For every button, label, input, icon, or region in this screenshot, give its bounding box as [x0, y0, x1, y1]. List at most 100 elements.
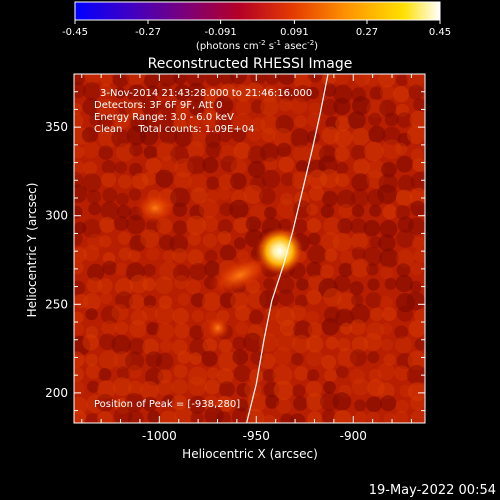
texture-cell — [205, 132, 221, 149]
texture-cell — [162, 250, 175, 263]
texture-cell — [74, 205, 83, 219]
texture-cell — [145, 351, 163, 368]
texture-cell — [366, 396, 382, 413]
texture-cell — [127, 364, 142, 379]
footer-date: 19-May-2022 00:54 — [369, 483, 496, 498]
texture-cell — [260, 143, 279, 162]
texture-cell — [236, 383, 251, 398]
texture-cell — [305, 310, 320, 325]
texture-cell — [84, 74, 102, 84]
texture-cell — [118, 247, 132, 261]
texture-cell — [349, 319, 366, 336]
texture-cell — [157, 74, 178, 87]
texture-cell — [177, 350, 191, 364]
texture-cell — [187, 232, 201, 246]
texture-cell — [175, 103, 191, 118]
texture-cell — [247, 128, 262, 142]
texture-cell — [395, 274, 413, 293]
texture-cell — [264, 206, 277, 220]
texture-cell — [129, 234, 147, 252]
texture-cell — [215, 114, 232, 131]
texture-cell — [265, 394, 280, 409]
texture-cell — [217, 219, 233, 235]
texture-cell — [323, 381, 336, 394]
texture-cell — [96, 98, 116, 119]
texture-cell — [217, 187, 231, 201]
texture-cell — [382, 204, 398, 220]
texture-cell — [277, 289, 295, 306]
texture-cell — [259, 353, 276, 369]
texture-cell — [219, 144, 237, 163]
annotations: 3-Nov-2014 21:43:28.000 to 21:46:16.000 … — [94, 88, 312, 410]
texture-cell — [275, 332, 296, 352]
texture-cell — [129, 143, 143, 157]
texture-cell — [248, 160, 265, 178]
texture-cell — [219, 292, 236, 309]
texture-cell — [188, 366, 208, 386]
colorbar-strip — [74, 1, 441, 21]
texture-cell — [413, 248, 425, 263]
texture-cell — [187, 82, 207, 102]
texture-cell — [74, 159, 85, 176]
texture-cell — [292, 219, 308, 234]
texture-cell — [117, 231, 131, 245]
texture-cell — [98, 114, 113, 129]
texture-cell — [279, 319, 297, 337]
texture-cell — [410, 148, 424, 162]
texture-cell — [305, 380, 322, 397]
texture-cell — [347, 111, 366, 130]
texture-cell — [87, 380, 100, 393]
texture-cell — [160, 100, 177, 118]
texture-cell — [88, 202, 101, 216]
texture-cell — [410, 262, 424, 276]
texture-cell — [395, 336, 413, 354]
texture-cell — [335, 173, 350, 188]
texture-cell — [306, 369, 320, 382]
texture-cell — [140, 229, 160, 249]
texture-cell — [351, 293, 364, 307]
texture-cell — [264, 318, 283, 337]
texture-cell — [189, 352, 202, 365]
texture-cell — [157, 83, 172, 98]
texture-cell — [307, 244, 327, 264]
texture-cell — [74, 82, 86, 99]
texture-cell — [125, 99, 145, 119]
texture-cell — [260, 97, 279, 116]
texture-cell — [117, 174, 132, 189]
y-tick-label: 200 — [45, 386, 68, 400]
texture-cell — [351, 189, 369, 207]
texture-cell — [306, 392, 324, 411]
texture-cell — [354, 411, 367, 423]
texture-cell — [353, 74, 371, 86]
texture-cell — [159, 410, 177, 423]
texture-cell — [155, 352, 174, 371]
texture-cell — [202, 216, 219, 232]
texture-cell — [392, 86, 410, 103]
texture-cell — [396, 263, 411, 277]
texture-cell — [216, 395, 234, 413]
texture-cell — [379, 220, 398, 238]
texture-cell — [172, 264, 190, 282]
texture-cell — [276, 199, 296, 219]
texture-cell — [351, 127, 370, 146]
texture-cell — [324, 248, 338, 262]
texture-cell — [366, 322, 385, 340]
texture-cell — [293, 74, 312, 90]
texture-cell — [332, 232, 352, 252]
texture-cell — [352, 96, 371, 115]
texture-cell — [74, 184, 88, 203]
texture-cell — [351, 173, 370, 192]
texture-cell — [243, 332, 263, 352]
texture-cell — [218, 174, 235, 190]
texture-cell — [174, 406, 193, 423]
texture-cell — [260, 115, 280, 135]
texture-cell — [306, 335, 324, 353]
texture-cell — [97, 410, 113, 423]
texture-cell — [206, 189, 220, 203]
texture-cell — [155, 276, 174, 295]
texture-cell — [307, 322, 323, 338]
texture-cell — [102, 187, 118, 203]
texture-cell — [308, 169, 328, 189]
texture-cell — [102, 260, 117, 276]
texture-cell — [85, 364, 101, 379]
